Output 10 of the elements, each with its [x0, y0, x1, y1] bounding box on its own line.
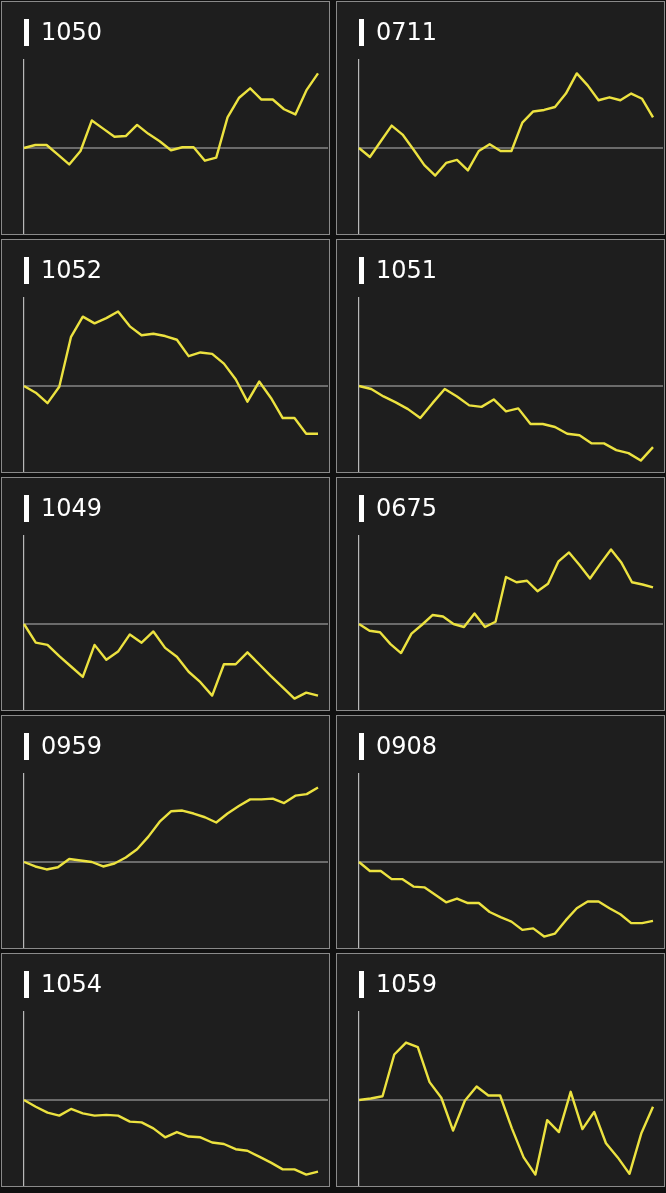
- chart-title: 0908: [376, 732, 438, 760]
- chart-title: 0711: [376, 18, 438, 46]
- chart-title: 1049: [41, 494, 103, 522]
- chart-title: 0959: [41, 732, 103, 760]
- chart-title: 1052: [41, 256, 103, 284]
- chart-title: 0675: [376, 494, 438, 522]
- chart-title: 1059: [376, 970, 438, 998]
- chart-title: 1054: [41, 970, 103, 998]
- chart-title: 1051: [376, 256, 438, 284]
- chart-title: 1050: [41, 18, 103, 46]
